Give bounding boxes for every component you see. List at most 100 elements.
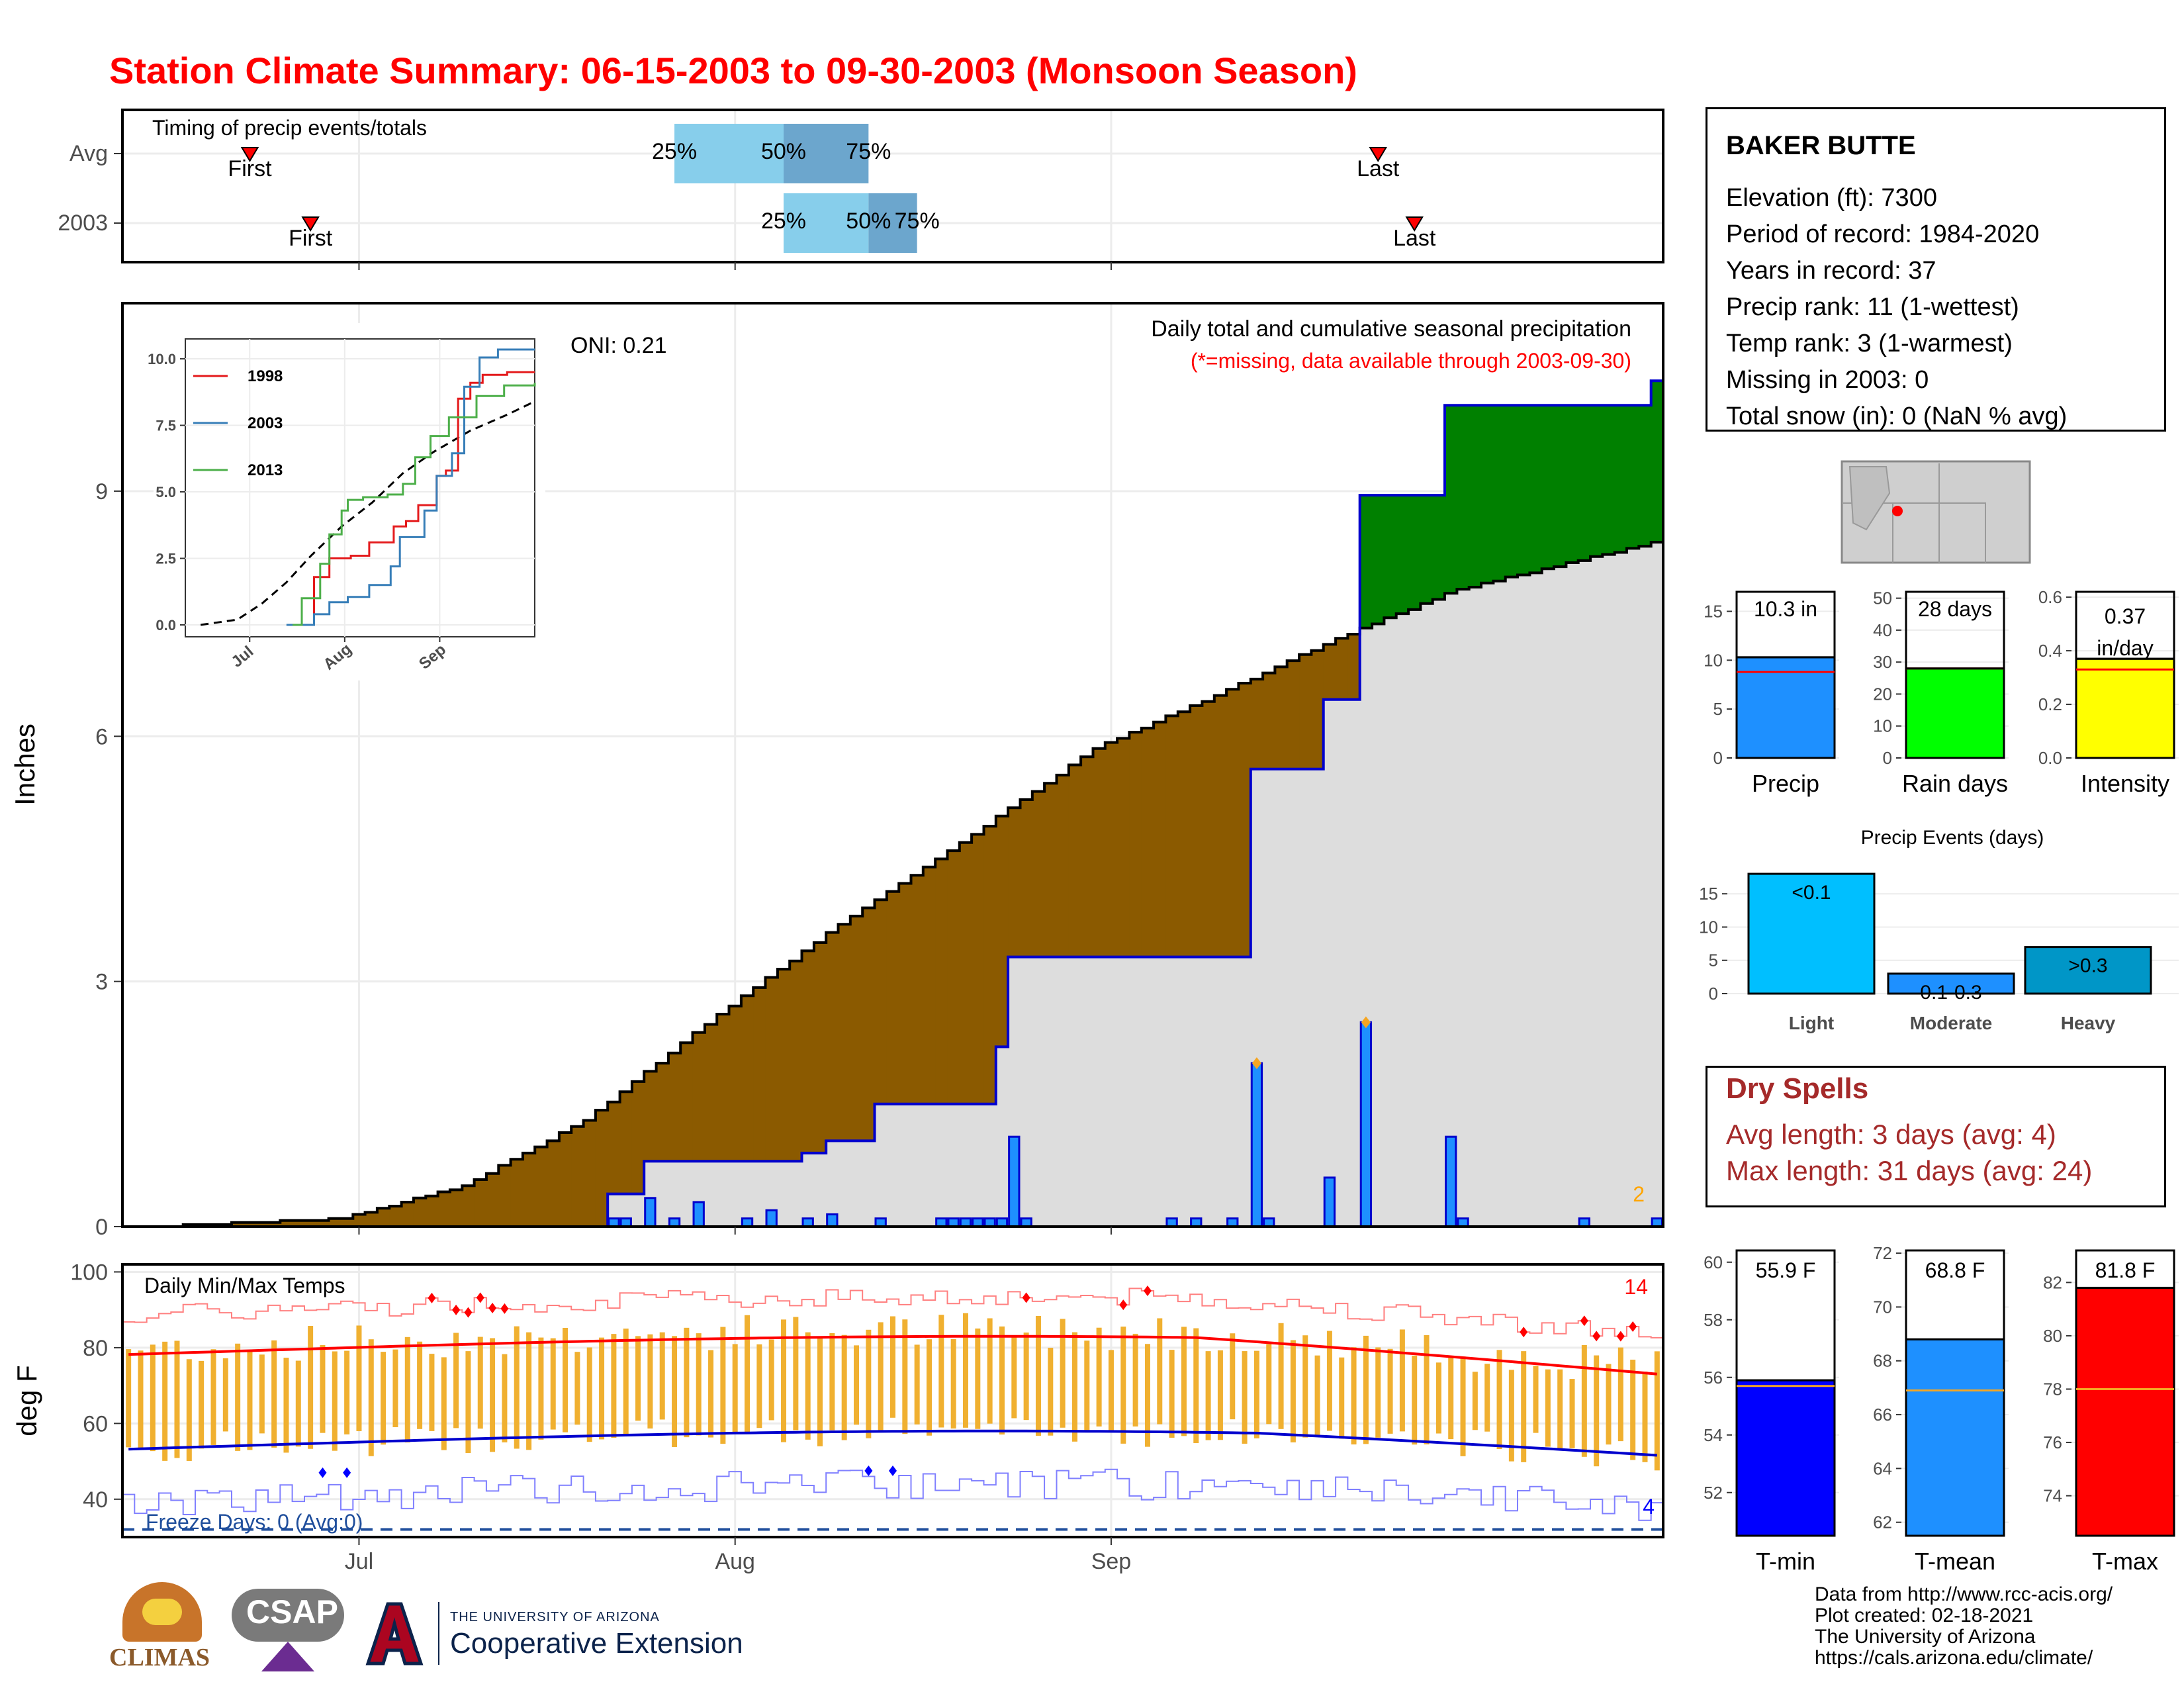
inset-ytick-label-3: 7.5 [156, 418, 176, 434]
temp-range-bar-21 [381, 1352, 387, 1445]
precip-diff-area-12 [267, 1222, 281, 1227]
temp-range-bar-8 [222, 1358, 228, 1432]
daily-precip-bar-16 [1008, 1135, 1021, 1228]
main-ytick-label-0: 0 [95, 1215, 108, 1240]
precip-diff-area-69 [959, 842, 972, 1104]
mini-ytick-label-2-0: 0.0 [2038, 748, 2062, 768]
temp-range-bar-39 [599, 1337, 605, 1440]
temp-range-bar-33 [526, 1332, 532, 1450]
precip-diff-area-107 [1420, 495, 1433, 604]
timing-last-label-Avg: Last [1357, 156, 1400, 181]
inset-ytick-label-4: 10.0 [148, 351, 176, 367]
precip-diff-area-31 [498, 1165, 512, 1227]
precip-diff-area-82 [1117, 738, 1130, 957]
temp-hot-marker-6 [1022, 1292, 1030, 1303]
tbar-ytick-label-2-80: 80 [2043, 1326, 2062, 1346]
precip-diff-area-102 [1359, 495, 1373, 628]
precip-diff-area-94 [1263, 673, 1276, 769]
temp-range-bar-94 [1266, 1344, 1272, 1425]
precip-diff-area-120 [1578, 405, 1591, 561]
precip-diff-area-124 [1627, 405, 1639, 549]
timing-box-50-75-Avg [784, 124, 869, 183]
temp-range-bar-49 [720, 1327, 726, 1444]
events-xlabel-Light: Light [1789, 1013, 1834, 1033]
temp-hot-marker-12 [1616, 1331, 1625, 1342]
precip-diff-area-40 [608, 1102, 621, 1194]
temp-range-bar-34 [538, 1337, 544, 1440]
temp-range-bar-48 [708, 1350, 714, 1438]
precip-diff-area-32 [510, 1159, 523, 1227]
daily-precip-marker-21 [1251, 1057, 1261, 1070]
station-info-box [1706, 107, 2166, 432]
temp-range-bar-117 [1545, 1369, 1551, 1447]
precip-diff-area-54 [777, 969, 790, 1162]
dry-spells-avg: Avg length: 3 days (avg: 4) [1726, 1119, 2056, 1150]
timing-q75-label-Avg: 75% [846, 139, 891, 164]
temp-range-bar-100 [1339, 1357, 1345, 1439]
inset-legend-label-2003: 2003 [248, 414, 283, 432]
daily-precip-bar-23 [1323, 1176, 1336, 1228]
precip-diff-area-104 [1384, 495, 1397, 618]
precip-diff-area-74 [1020, 799, 1033, 957]
temp-range-bar-91 [1230, 1333, 1236, 1420]
precip-diff-area-46 [680, 1043, 694, 1162]
precip-diff-area-108 [1432, 495, 1445, 600]
mini-ytick-label-2-1: 0.2 [2038, 694, 2062, 714]
precip-diff-area-38 [583, 1120, 596, 1227]
daily-precip-bar-4 [692, 1201, 705, 1228]
temp-range-bar-75 [1035, 1316, 1041, 1436]
temp-range-bar-110 [1460, 1356, 1466, 1456]
temp-range-bar-61 [866, 1329, 872, 1438]
events-bar-Moderate [1887, 972, 2015, 995]
temp-range-bar-106 [1412, 1355, 1418, 1445]
footer-created: Plot created: 02-18-2021 [1815, 1605, 2034, 1626]
daily-precip-bar-25 [1445, 1135, 1457, 1228]
temp-range-bar-116 [1533, 1366, 1539, 1433]
tbar-xlabel-T-min: T-min [1756, 1548, 1815, 1575]
temp-range-bar-84 [1144, 1344, 1150, 1447]
main-ytick-label-9: 9 [95, 479, 108, 504]
mini-ytick-label-0-1: 5 [1713, 699, 1723, 719]
dry-spells-box [1706, 1066, 2166, 1207]
precip-diff-area-28 [462, 1186, 475, 1227]
tbar-ytick-label-1-68: 68 [1873, 1351, 1892, 1371]
temp-range-bar-37 [574, 1352, 580, 1425]
temp-range-bar-32 [514, 1326, 520, 1449]
precip-diff-area-115 [1518, 405, 1530, 575]
mini-bar-frame-Intensity [2075, 590, 2175, 660]
precip-diff-area-72 [995, 816, 1009, 1047]
mini-ytick-label-1-2: 20 [1873, 684, 1892, 704]
temp-range-bar-118 [1557, 1369, 1563, 1450]
precip-diff-area-22 [389, 1206, 402, 1227]
precip-diff-area-78 [1068, 765, 1081, 957]
temp-range-bar-24 [417, 1341, 423, 1429]
timing-last-marker-Avg [1369, 147, 1387, 162]
precip-diff-area-118 [1554, 405, 1567, 567]
mini-xlabel-Rain days: Rain days [1902, 770, 2008, 797]
location-map-borders [1842, 463, 1986, 563]
inset-1998-line [293, 371, 535, 626]
precip-diff-area-73 [1008, 808, 1021, 957]
precip-diff-area-34 [535, 1147, 548, 1227]
precip-diff-area-76 [1044, 783, 1058, 957]
temp-range-bar-96 [1290, 1340, 1296, 1442]
temp-range-bar-10 [247, 1350, 253, 1450]
precip-diff-area-17 [328, 1218, 341, 1227]
daily-precip-bar-2 [644, 1197, 657, 1228]
precip-diff-area-96 [1287, 661, 1300, 769]
precip-diff-area-97 [1299, 654, 1312, 769]
timing-q25-label-2003: 25% [761, 209, 806, 234]
temp-range-bar-14 [295, 1360, 301, 1447]
precip-diff-area-47 [692, 1032, 705, 1162]
inset-ytick-label-1: 2.5 [156, 551, 176, 567]
events-xlabel-Moderate: Moderate [1910, 1013, 1992, 1033]
precip-diff-area-58 [826, 932, 839, 1141]
precip-diff-area-83 [1129, 732, 1142, 957]
temp-range-bar-11 [259, 1354, 265, 1434]
precip-diff-area-92 [1238, 683, 1251, 957]
mini-value-label-Precip: 10.3 in [1754, 597, 1817, 621]
temp-range-bar-31 [502, 1354, 508, 1442]
page-title: Station Climate Summary: 06-15-2003 to 0… [109, 50, 1357, 91]
timing-last-label-2003: Last [1393, 226, 1436, 251]
timing-q75-label-2003: 75% [895, 209, 940, 234]
